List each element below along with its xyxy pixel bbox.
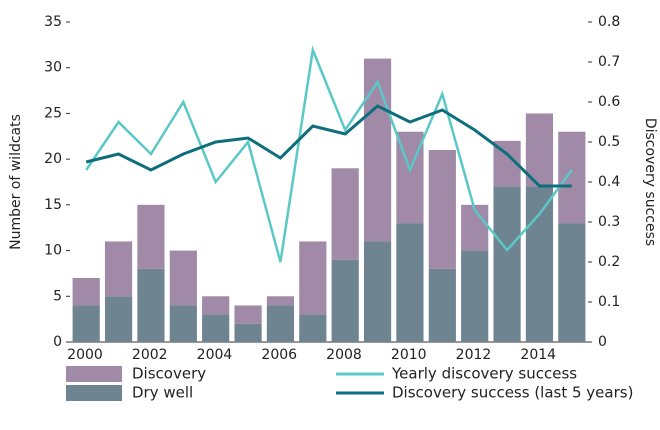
y2-tick-label: 0.5 bbox=[598, 134, 620, 150]
bar bbox=[72, 305, 100, 342]
bar bbox=[525, 113, 554, 187]
bar bbox=[169, 305, 197, 342]
x-tick-label: 2010 bbox=[391, 347, 427, 363]
bar bbox=[137, 204, 165, 269]
y2-tick-label: 0 bbox=[598, 334, 607, 350]
y-tick-label: 15 bbox=[44, 197, 62, 213]
x-tick-label: 2000 bbox=[67, 347, 103, 363]
y2-tick-label: 0.1 bbox=[598, 294, 620, 310]
line bbox=[85, 104, 572, 188]
x-tick-label: 2012 bbox=[456, 347, 492, 363]
bar bbox=[299, 314, 327, 342]
bar bbox=[266, 296, 295, 306]
y2-tick-label: 0.8 bbox=[598, 14, 620, 30]
y2-tick-label: 0.6 bbox=[598, 94, 620, 110]
bar bbox=[461, 204, 489, 251]
bar bbox=[266, 305, 295, 342]
bar bbox=[558, 131, 586, 224]
bar bbox=[493, 186, 521, 342]
legend-label: Discovery bbox=[132, 365, 206, 383]
y-axis-label: Number of wildcats bbox=[8, 114, 24, 250]
x-tick-label: 2006 bbox=[261, 347, 297, 363]
legend-swatch bbox=[66, 385, 122, 401]
legend-label: Yearly discovery success bbox=[391, 365, 577, 383]
y2-tick-label: 0.3 bbox=[598, 214, 620, 230]
y2-tick-label: 0.7 bbox=[598, 54, 620, 70]
y2-tick-label: 0.2 bbox=[598, 254, 620, 270]
legend-label: Discovery success (last 5 years) bbox=[392, 384, 633, 402]
bar bbox=[331, 259, 359, 342]
y-tick-label: 35 bbox=[44, 14, 62, 30]
bar bbox=[299, 241, 327, 315]
bar bbox=[202, 314, 230, 342]
bar bbox=[461, 250, 489, 342]
bar bbox=[525, 186, 554, 342]
y2-tick-label: 0.4 bbox=[598, 174, 620, 190]
y-tick-label: 25 bbox=[44, 105, 62, 121]
bar bbox=[363, 58, 392, 242]
legend-swatch bbox=[66, 366, 122, 382]
bar bbox=[396, 223, 424, 342]
y-tick-label: 20 bbox=[44, 151, 62, 167]
x-tick-label: 2014 bbox=[520, 347, 556, 363]
bar bbox=[428, 268, 456, 342]
line bbox=[85, 45, 573, 263]
bar bbox=[104, 296, 133, 342]
x-tick-label: 2002 bbox=[132, 347, 168, 363]
y2-axis-label: Discovery success bbox=[642, 118, 658, 246]
x-tick-label: 2004 bbox=[197, 347, 233, 363]
bar bbox=[558, 223, 586, 342]
bar bbox=[428, 150, 456, 269]
bar bbox=[363, 241, 392, 342]
y-tick-label: 5 bbox=[53, 288, 62, 304]
bar bbox=[137, 268, 165, 342]
bar bbox=[234, 323, 262, 342]
bar bbox=[72, 278, 100, 306]
x-tick-label: 2008 bbox=[326, 347, 362, 363]
y-tick-label: 30 bbox=[44, 60, 62, 76]
bar bbox=[202, 296, 230, 315]
bar bbox=[104, 241, 133, 297]
bar bbox=[234, 305, 262, 324]
bar bbox=[169, 250, 197, 306]
y-tick-label: 10 bbox=[44, 243, 62, 259]
y-tick-label: 0 bbox=[53, 334, 62, 350]
legend-label: Dry well bbox=[132, 384, 193, 402]
bar bbox=[331, 168, 359, 260]
